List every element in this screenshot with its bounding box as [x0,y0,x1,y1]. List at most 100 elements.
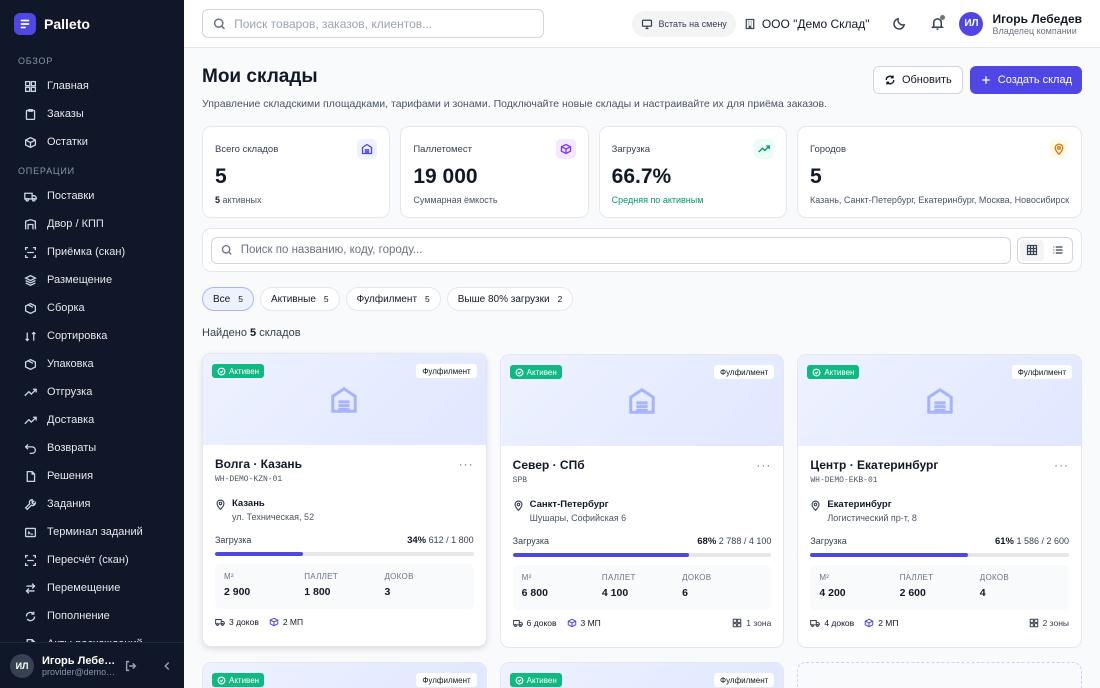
sidebar-item[interactable]: Доставка [0,406,184,434]
avatar: ИЛ [959,11,984,36]
more-options-icon[interactable]: ··· [1054,458,1070,472]
sidebar-item[interactable]: Приёмка (скан) [0,238,184,266]
global-search[interactable] [202,9,544,38]
card-title: Центр · Екатеринбург [810,458,939,472]
bell-icon [930,18,944,30]
stat-value: 19 000 [413,165,478,188]
avatar[interactable]: ИЛ [10,653,34,678]
notification-dot [940,14,946,20]
metric-label: ПАЛЛЕТ [899,573,934,582]
sidebar-item[interactable]: Задания [0,490,184,518]
notifications-button[interactable] [923,10,951,38]
metric-docks: 3 [384,586,391,598]
sidebar-item[interactable]: Поставки [0,182,184,210]
warehouse-card[interactable]: Активен Фулфилмент Волга · Казань ··· WH-DEM… [202,353,487,647]
filter-bar [202,228,1082,272]
sidebar-item[interactable]: Терминал заданий [0,518,184,546]
stat-card: Паллетомест 19 000 Суммарная ёмкость [400,126,589,218]
theme-toggle-button[interactable] [885,10,913,38]
sidebar-item-label: Сборка [47,302,85,314]
page-title: Мои склады [202,66,318,87]
collapse-sidebar-icon[interactable] [160,659,174,673]
load-progress-fill [810,553,969,557]
filter-chip[interactable]: Фулфилмент 5 [345,287,441,311]
filter-chip[interactable]: Все 5 [202,287,254,311]
sidebar-item[interactable]: Возвраты [0,434,184,462]
sidebar-item[interactable]: Перемещение [0,574,184,602]
refresh-icon [885,75,895,85]
refresh-button[interactable]: Обновить [872,66,963,94]
stat-value: 66.7% [611,165,672,188]
stat-sub-text: активных [222,195,262,205]
metric-label: ДОКОВ [682,573,712,582]
sidebar-item[interactable]: Отгрузка [0,378,184,406]
load-detail: 2 788 / 4 100 [718,536,772,546]
card-cover: Активен Фулфилмент [203,663,486,688]
sidebar-item[interactable]: Остатки [0,128,184,156]
metric-pallets: 4 100 [601,587,629,599]
sidebar-item-label: Отгрузка [47,386,93,398]
filter-chip-count: 5 [323,294,329,304]
cube-icon [560,143,571,155]
sidebar-item[interactable]: Главная [0,72,184,100]
type-badge: Фулфилмент [416,673,477,687]
add-warehouse-card[interactable] [797,662,1083,688]
trend-up-icon [758,145,770,153]
truck-icon [512,620,523,627]
load-percent: 34% [407,535,427,546]
warehouse-card[interactable]: Активен Фулфилмент Север · СПб ··· SPB Санкт-… [499,354,785,648]
sidebar-item[interactable]: Заказы [0,100,184,128]
warehouse-card[interactable]: Активен Фулфилмент Центр · Екатеринбург ···… [797,354,1083,648]
warehouse-card[interactable]: Активен Фулфилмент [202,662,487,688]
warehouse-search[interactable] [211,236,1011,264]
docks-text: 3 доков [229,617,259,627]
warehouse-search-input[interactable] [240,244,1001,256]
more-options-icon[interactable]: ··· [458,457,474,471]
app-name: Palleto [44,16,90,32]
filter-chip[interactable]: Выше 80% загрузки 2 [446,287,574,311]
check-circle-icon [515,676,524,684]
sidebar-item[interactable]: Размещение [0,266,184,294]
list-view-button[interactable] [1046,240,1070,261]
status-label: Активен [824,367,855,377]
docks-info: 3 доков [215,617,259,627]
load-progress-fill [215,552,303,556]
user-menu[interactable]: ИЛ Игорь Лебедев Владелец компании [959,11,1082,36]
sidebar-item[interactable]: Двор / КПП [0,210,184,238]
load-label: Загрузка [512,536,550,546]
status-badge: Активен [212,673,265,687]
start-shift-button[interactable]: Встать на смену [631,10,736,37]
monitor-icon [641,19,652,29]
sidebar-item[interactable]: Упаковка [0,350,184,378]
status-label: Активен [526,367,557,377]
global-search-input[interactable] [234,16,533,31]
company-switcher[interactable]: ООО "Демо Склад" [744,17,869,31]
app-logo[interactable]: Palleto [0,0,184,48]
sidebar-item[interactable]: Пересчёт (скан) [0,546,184,574]
sidebar-item[interactable]: Сортировка [0,322,184,350]
warehouse-icon [362,143,373,155]
grid-view-button[interactable] [1020,239,1044,261]
logout-icon[interactable] [124,659,138,673]
more-options-icon[interactable]: ··· [756,458,772,472]
warehouse-card[interactable]: Активен Фулфилмент [499,662,785,688]
truck-icon [810,620,821,627]
stat-sub: Средняя по активным [611,195,704,205]
warehouse-icon [926,387,953,414]
sidebar-item[interactable]: Пополнение [0,602,184,630]
sidebar-item[interactable]: Решения [0,462,184,490]
filter-chip[interactable]: Активные 5 [259,287,340,311]
search-icon [213,17,225,29]
gate-icon [24,218,37,229]
sidebar-item-label: Упаковка [47,358,94,370]
marketplaces-info: 2 МП [864,618,898,628]
sidebar-item-label: Остатки [47,136,88,148]
stat-value: 5 [215,165,227,188]
sidebar-item-label: Перемещение [47,582,121,594]
filter-chip-count: 5 [425,294,430,304]
create-warehouse-button[interactable]: Создать склад [969,66,1082,94]
view-toggle [1017,236,1073,264]
metric-label: М² [521,573,532,582]
card-metrics: М² 2 900 ПАЛЛЕТ 1 800 ДОКОВ 3 [215,564,474,609]
sidebar-item[interactable]: Сборка [0,294,184,322]
